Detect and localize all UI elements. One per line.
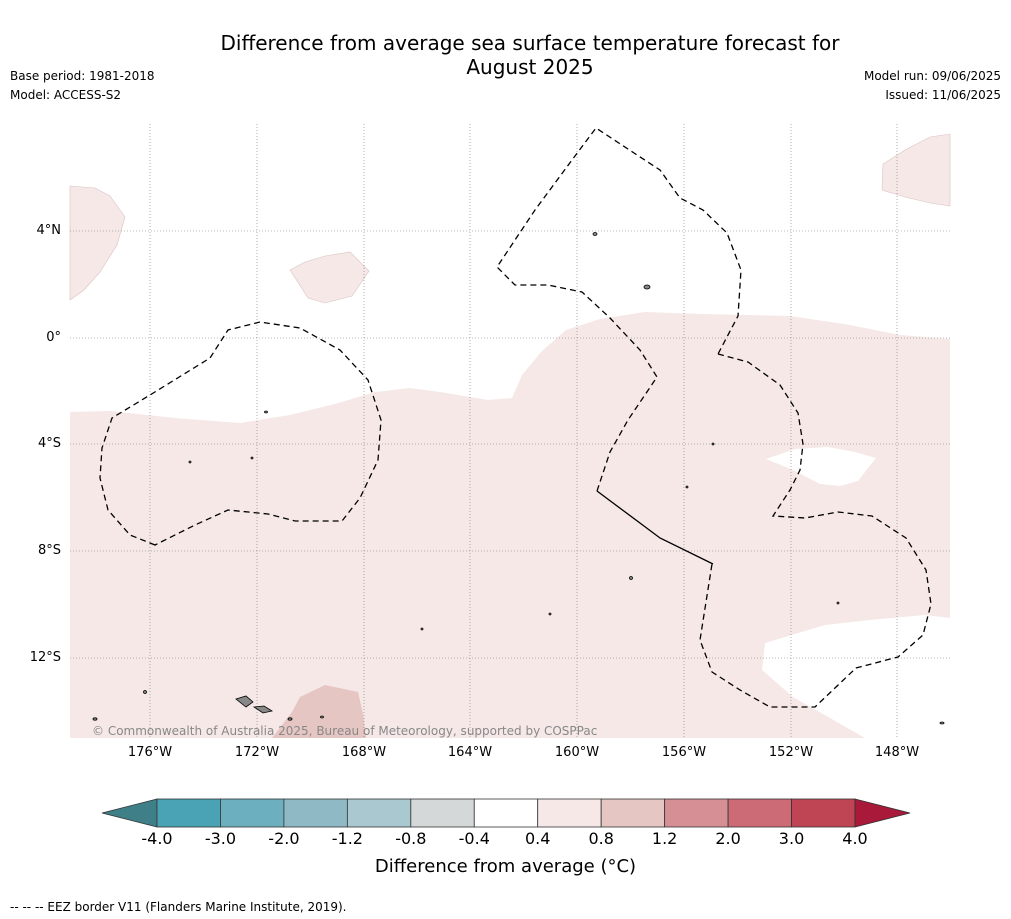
colorbar-segment	[664, 798, 729, 828]
islands	[92, 232, 945, 725]
anomaly-region-north-central	[289, 251, 370, 304]
graticule	[70, 124, 950, 738]
lat-label-12s: 12°S	[29, 650, 61, 665]
colorbar-segment	[600, 798, 666, 828]
colorbar-segment	[410, 798, 475, 828]
lat-label-4s: 4°S	[37, 436, 61, 451]
lon-label-172w: 172°W	[234, 745, 280, 760]
lon-label-156w: 156°W	[661, 745, 707, 760]
colorbar-tick-label: -4.0	[141, 829, 173, 848]
colorbar-tick-label: -0.4	[458, 829, 490, 848]
island-medium	[252, 705, 274, 714]
island	[592, 232, 598, 236]
colorbar-segment	[346, 798, 412, 828]
island	[420, 627, 424, 631]
lon-label-164w: 164°W	[447, 745, 493, 760]
colorbar-segment	[791, 798, 856, 828]
island	[711, 442, 715, 446]
colorbar-segment	[473, 798, 539, 828]
anomaly-region-northwest	[69, 185, 126, 301]
eez-border-east	[699, 353, 932, 708]
colorbar-tick-label: -3.0	[204, 829, 237, 848]
island	[685, 485, 689, 489]
left-meta: Base period: 1981-2018 Model: ACCESS-S2	[10, 67, 155, 105]
lon-label-160w: 160°W	[554, 745, 600, 760]
colorbar-segment	[220, 798, 285, 828]
island	[629, 576, 633, 580]
island	[143, 690, 147, 694]
colorbar-tick-label: 4.0	[842, 829, 868, 848]
lon-label-176w: 176°W	[127, 745, 173, 760]
lon-label-168w: 168°W	[341, 745, 387, 760]
anomaly-region-main	[70, 312, 950, 738]
anomaly-region-northeast	[881, 133, 951, 207]
colorbar-tick-label: 2.0	[715, 829, 741, 848]
lat-label-0: 0°	[46, 330, 61, 345]
colorbar-extend-low	[101, 798, 158, 828]
island-large	[235, 695, 254, 708]
lon-label-148w: 148°W	[874, 745, 920, 760]
island	[188, 460, 192, 464]
right-meta: Model run: 09/06/2025 Issued: 11/06/2025	[864, 67, 1001, 105]
colorbar-tick-label: 1.2	[651, 829, 678, 848]
lon-label-152w: 152°W	[768, 745, 814, 760]
island	[548, 612, 552, 616]
colorbar-segment	[537, 798, 602, 828]
title-line-2: August 2025	[466, 55, 594, 79]
map-title: Difference from average sea surface temp…	[160, 31, 900, 79]
anomaly-hole-east	[766, 447, 876, 486]
colorbar-segment	[156, 798, 221, 828]
island	[643, 284, 651, 290]
colorbar-segment	[727, 798, 792, 828]
colorbar-tick-label: -0.8	[395, 829, 427, 848]
island	[939, 721, 945, 725]
colorbar-tick-label: 3.0	[778, 829, 805, 848]
eez-border-central	[496, 127, 742, 492]
title-line-1: Difference from average sea surface temp…	[220, 31, 840, 55]
island	[836, 601, 840, 605]
issued-date: Issued: 11/06/2025	[885, 88, 1001, 102]
lat-label-8s: 8°S	[37, 543, 61, 558]
colorbar-tick-label: 0.4	[524, 829, 551, 848]
model-name: Model: ACCESS-S2	[10, 88, 122, 102]
lat-label-4n: 4°N	[36, 223, 62, 238]
eez-footnote: -- -- -- EEZ border V11 (Flanders Marine…	[10, 900, 347, 914]
colorbar-tick-label: -2.0	[268, 829, 300, 848]
colorbar	[101, 798, 911, 828]
island	[250, 456, 254, 460]
eez-border-south	[596, 490, 714, 565]
colorbar-tick-label: 0.8	[588, 829, 614, 848]
model-run: Model run: 09/06/2025	[863, 69, 1001, 83]
colorbar-extend-high	[854, 798, 911, 828]
base-period: Base period: 1981-2018	[10, 69, 155, 83]
colorbar-tick-label: -1.2	[331, 829, 363, 848]
copyright-notice: © Commonwealth of Australia 2025, Bureau…	[92, 724, 598, 738]
island	[264, 410, 268, 414]
anomaly-region-moderate	[272, 685, 366, 738]
island	[92, 717, 98, 721]
colorbar-label: Difference from average (°C)	[374, 856, 637, 877]
island	[320, 715, 324, 719]
colorbar-segment	[283, 798, 348, 828]
island	[287, 717, 293, 721]
anomaly-regions	[69, 133, 951, 738]
eez-borders	[99, 127, 932, 708]
